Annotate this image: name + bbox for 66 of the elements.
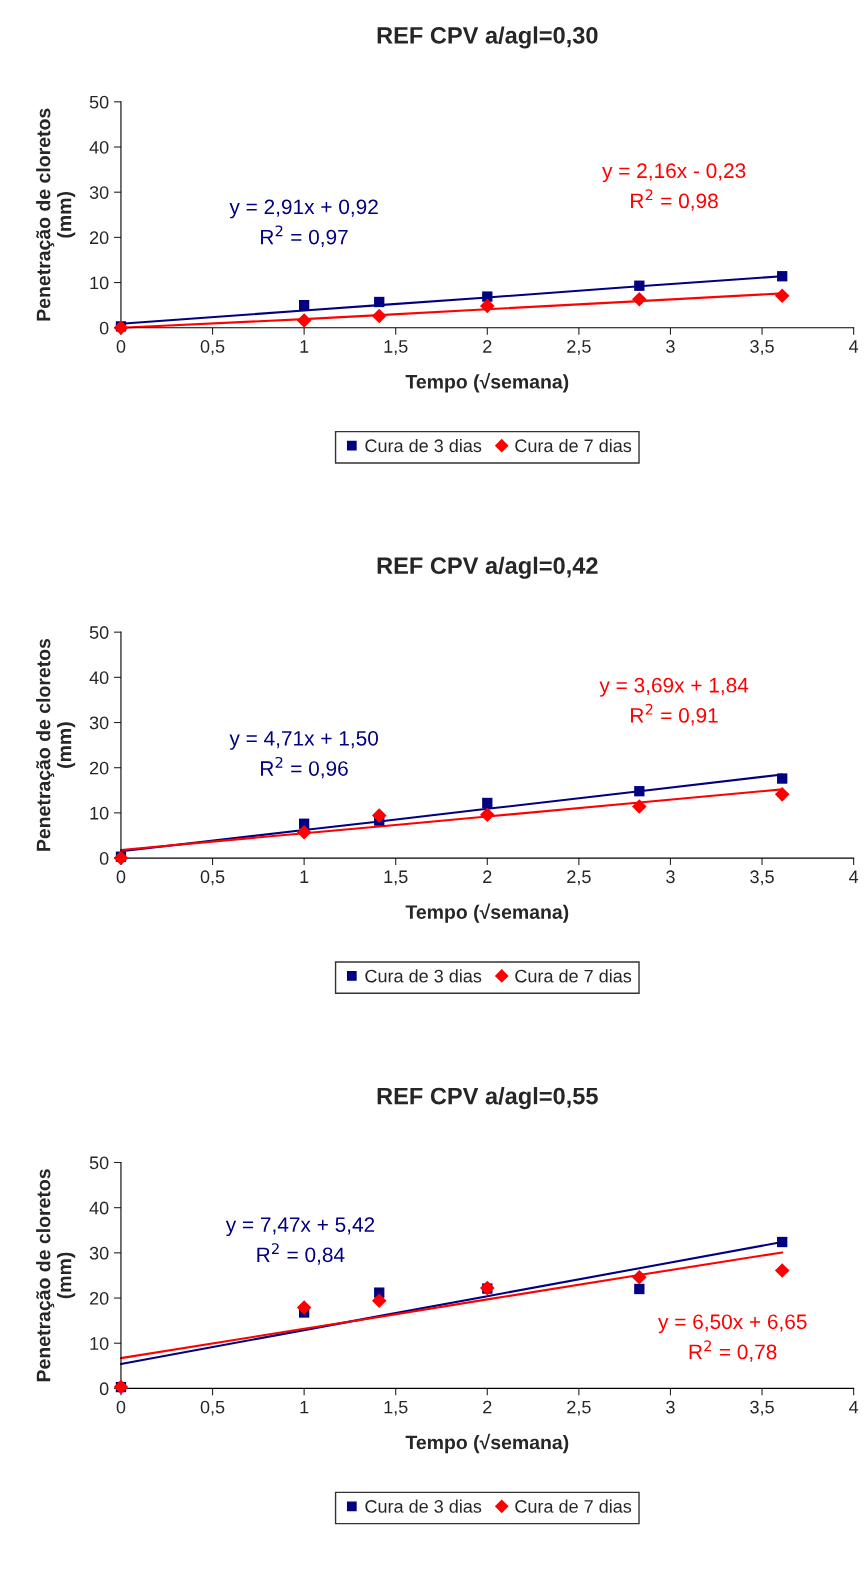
x-tick-label: 0,5: [200, 1400, 225, 1416]
chart-title: REF CPV a/agl=0,30: [377, 26, 598, 49]
y-tick-label: 20: [89, 231, 109, 245]
legend-label: Cura de 3 dias: [365, 1499, 482, 1513]
annotation: y = 2,16x - 0,23 R$^{2}$ = 0,98: [602, 163, 746, 211]
x-tick-label: 2,5: [567, 1400, 591, 1416]
x-tick-label: 1: [300, 870, 309, 883]
legend-label: Cura de 7 dias: [515, 438, 632, 453]
x-tick-label: 2,5: [567, 870, 591, 886]
x-tick-label: 3: [666, 870, 675, 884]
y-tick-label: 50: [89, 1156, 109, 1170]
y-tick-label: 30: [89, 716, 109, 730]
y-tick-label: 40: [89, 140, 109, 154]
x-tick-label: 0,5: [200, 340, 225, 355]
x-tick-label: 4: [849, 340, 859, 353]
y-tick-label: 0: [99, 321, 109, 335]
y-tick-label: 10: [90, 276, 109, 290]
y-tick-label: 50: [89, 626, 109, 639]
annotation: y = 3,69x + 1,84 R$^{2}$ = 0,91: [599, 677, 749, 726]
x-tick-label: 1,5: [384, 340, 408, 355]
y-axis-title: Penetração de cloretos (mm): [36, 1169, 76, 1382]
y-tick-label: 0: [99, 1382, 109, 1396]
x-tick-label: 1,5: [384, 1400, 408, 1416]
y-tick-label: 40: [89, 671, 109, 685]
annotation: y = 7,47x + 5,42 R$^{2}$ = 0,84: [225, 1217, 375, 1265]
x-tick-label: 2: [483, 870, 492, 883]
y-tick-label: 30: [89, 1246, 109, 1260]
annotation: y = 6,50x + 6,65 R$^{2}$ = 0,78: [658, 1314, 807, 1362]
legend-label: Cura de 3 dias: [365, 438, 482, 453]
x-axis-title: Tempo (√semana): [405, 373, 569, 393]
x-tick-label: 0: [116, 340, 126, 353]
x-axis-title: Tempo (√semana): [405, 903, 569, 923]
y-tick-label: 20: [89, 761, 109, 775]
y-tick-label: 20: [89, 1291, 109, 1305]
chart-title: REF CPV a/agl=0,42: [377, 556, 598, 579]
legend-label: Cura de 3 dias: [365, 969, 482, 983]
x-tick-label: 2: [483, 1400, 492, 1414]
y-tick-label: 40: [89, 1201, 109, 1215]
chart-title: REF CPV a/agl=0,55: [377, 1087, 598, 1110]
legend-label: Cura de 7 dias: [515, 1499, 632, 1513]
x-tick-label: 3,5: [750, 340, 774, 355]
x-tick-label: 3,5: [750, 870, 774, 886]
x-tick-label: 0: [116, 870, 126, 884]
x-tick-label: 2,5: [567, 340, 591, 355]
x-tick-label: 1: [300, 340, 309, 353]
x-tick-label: 3,5: [750, 1400, 774, 1416]
y-axis-title: Penetração de cloretos (mm): [36, 638, 76, 851]
y-axis-title: Penetração de cloretos (mm): [36, 108, 76, 321]
y-tick-label: 0: [99, 852, 109, 865]
annotation: y = 4,71x + 1,50 R$^{2}$ = 0,96: [229, 730, 379, 779]
x-tick-label: 4: [849, 1400, 859, 1414]
y-tick-label: 10: [90, 1337, 109, 1350]
x-tick-label: 1: [300, 1400, 309, 1414]
x-tick-label: 0,5: [200, 870, 225, 886]
x-axis-title: Tempo (√semana): [405, 1433, 569, 1454]
legend-label: Cura de 7 dias: [515, 969, 632, 983]
x-tick-label: 4: [849, 870, 859, 883]
x-tick-label: 2: [483, 340, 492, 353]
x-tick-label: 3: [666, 340, 675, 353]
x-tick-label: 3: [666, 1400, 675, 1414]
annotation: y = 2,91x + 0,92 R$^{2}$ = 0,97: [229, 199, 378, 247]
x-tick-label: 0: [116, 1400, 126, 1414]
y-tick-label: 50: [89, 95, 109, 109]
x-tick-label: 1,5: [384, 870, 408, 886]
y-tick-label: 30: [89, 186, 109, 199]
y-tick-label: 10: [90, 806, 109, 820]
